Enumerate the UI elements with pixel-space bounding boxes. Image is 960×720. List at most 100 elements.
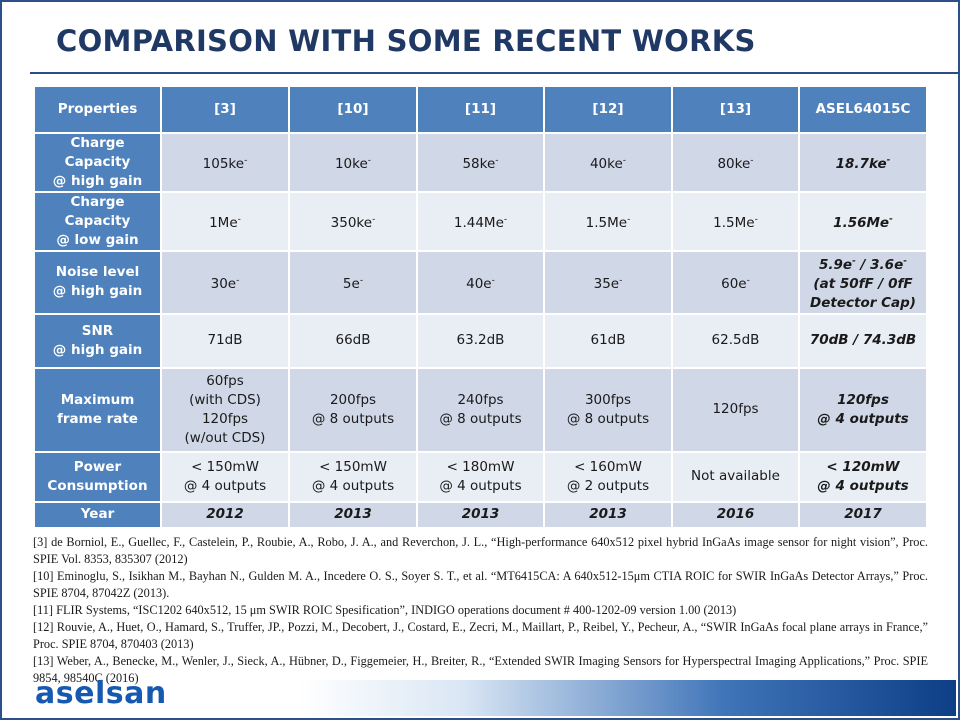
row-label-line: Year (80, 506, 115, 522)
cell-line: 1.44Me- (453, 214, 508, 231)
table-cell: 2017 (798, 500, 928, 529)
cell-line: 350ke- (330, 214, 376, 231)
row-label: Charge Capacity @ low gain (33, 191, 162, 252)
cell-line: 120fps (201, 410, 249, 427)
row-label: Year (33, 500, 162, 529)
table-cell: 1.56Me- (798, 191, 928, 252)
table-cell: 1.5Me- (543, 191, 673, 252)
cell-line: @ 8 outputs (311, 410, 395, 427)
slide-title: COMPARISON WITH SOME RECENT WORKS (56, 24, 756, 58)
table-cell: 5e- (288, 250, 418, 315)
cell-line: 240fps (457, 391, 504, 408)
cell-line: Not available (691, 468, 780, 484)
table-cell: 2013 (543, 500, 673, 529)
table-cell: 2013 (416, 500, 545, 529)
cell-line: 2017 (844, 506, 882, 522)
table-cell: 1.5Me- (671, 191, 800, 252)
row-label: SNR @ high gain (33, 312, 162, 369)
table-cell: 70dB / 74.3dB (798, 312, 928, 369)
table-cell: 58ke- (416, 132, 545, 193)
row-label-line: Power (73, 458, 122, 475)
cell-line: 60e- (721, 275, 750, 292)
table-cell: 66dB (288, 312, 418, 369)
references-list: [3] de Borniol, E., Guellec, F., Castele… (33, 534, 928, 687)
cell-line: 2013 (589, 506, 627, 522)
cell-line: (with CDS) (189, 391, 261, 408)
cell-line: 2013 (334, 506, 372, 522)
table-cell: 61dB (543, 312, 673, 369)
table-cell: < 180mW @ 4 outputs (416, 450, 545, 503)
cell-line: 1.5Me- (713, 214, 758, 231)
reference-item: [13] Weber, A., Benecke, M., Wenler, J.,… (33, 654, 928, 685)
table-cell: 350ke- (288, 191, 418, 252)
cell-line: @ 8 outputs (566, 410, 650, 427)
cell-line: 2013 (461, 506, 500, 522)
table-cell: 80ke- (671, 132, 800, 193)
table-cell: 105ke- (160, 132, 290, 193)
header-cell: ASEL64015C (798, 85, 928, 134)
cell-line: 63.2dB (456, 332, 505, 348)
cell-line: 40e- (466, 275, 495, 292)
table-cell: 120fps @ 4 outputs (798, 366, 928, 453)
cell-line: 30e- (210, 275, 240, 292)
table-cell: 300fps @ 8 outputs (543, 366, 673, 453)
cell-line: (at 50fF / 0fF (813, 275, 913, 292)
table-cell: 60e- (671, 250, 800, 315)
cell-line: 80ke- (717, 155, 754, 172)
table-cell: 200fps @ 8 outputs (288, 366, 418, 453)
reference-item: [11] FLIR Systems, “ISC1202 640x512, 15 … (33, 603, 737, 617)
cell-line: 35e- (593, 275, 623, 292)
table-cell: 71dB (160, 312, 290, 369)
cell-line: @ 4 outputs (439, 477, 522, 494)
row-label-line: @ high gain (52, 173, 143, 189)
table-cell: 2012 (160, 500, 290, 529)
header-cell: [10] (288, 85, 418, 134)
table-cell: 1Me- (160, 191, 290, 252)
cell-line: 105ke- (202, 155, 248, 172)
row-label-line: @ low gain (56, 232, 139, 248)
row-label-line: frame rate (57, 410, 138, 427)
table-row: Year 2012 2013 2013 2013 2016 2017 (33, 500, 928, 529)
row-label-line: Noise level (55, 264, 140, 281)
table-cell: 63.2dB (416, 312, 545, 369)
cell-line: 120fps (837, 391, 889, 408)
table-body: Charge Capacity @ high gain 105ke- 10ke- 58k… (33, 132, 928, 529)
cell-line: 60fps (206, 372, 244, 389)
cell-line: 1Me- (209, 214, 241, 231)
cell-line: < 150mW (191, 458, 259, 475)
cell-line: Detector Cap) (810, 294, 916, 311)
row-label-line: Consumption (47, 477, 148, 494)
table-cell: < 160mW @ 2 outputs (543, 450, 673, 503)
row-label-line: Charge Capacity (64, 194, 131, 229)
table-cell: < 150mW @ 4 outputs (160, 450, 290, 503)
cell-line: 2016 (716, 506, 755, 522)
cell-line: < 150mW (319, 458, 387, 475)
table-cell: < 120mW @ 4 outputs (798, 450, 928, 503)
table-cell: 40ke- (543, 132, 673, 193)
cell-line: @ 4 outputs (311, 477, 395, 494)
row-label: Charge Capacity @ high gain (33, 132, 162, 193)
cell-line: 70dB / 74.3dB (809, 332, 917, 348)
cell-line: 58ke- (462, 155, 499, 172)
cell-line: @ 4 outputs (183, 477, 267, 494)
table-cell: 120fps (671, 366, 800, 453)
cell-line: 5.9e- / 3.6e- (819, 256, 907, 273)
table-cell: 5.9e- / 3.6e- (at 50fF / 0fF Detector Cap) (798, 250, 928, 315)
header-cell: [11] (416, 85, 545, 134)
table-cell: 2016 (671, 500, 800, 529)
cell-line: @ 4 outputs (817, 477, 909, 494)
row-label-line: Charge Capacity (64, 135, 131, 170)
table-cell: 35e- (543, 250, 673, 315)
cell-line: < 160mW (574, 458, 642, 475)
row-label: Maximum frame rate (33, 366, 162, 453)
table-cell: 10ke- (288, 132, 418, 193)
aselsan-logo: aselsan (35, 676, 167, 711)
cell-line: 10ke- (334, 155, 372, 172)
row-label: Noise level @ high gain (33, 250, 162, 315)
row-label-line: @ high gain (52, 283, 143, 300)
comparison-table: Properties [3] [10] [11] [12] [13] ASEL6… (33, 85, 928, 529)
table-cell: < 150mW @ 4 outputs (288, 450, 418, 503)
table-row: Power Consumption < 150mW @ 4 outputs < 150m… (33, 450, 928, 503)
table-row: SNR @ high gain 71dB 66dB 63.2dB 61dB 62.5dB 70… (33, 312, 928, 369)
